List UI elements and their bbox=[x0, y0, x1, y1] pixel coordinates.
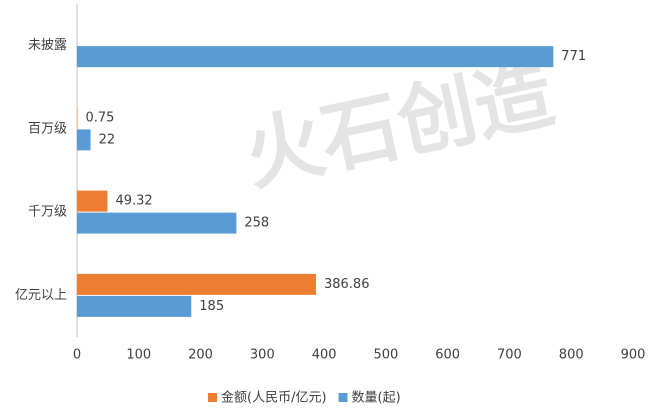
x-tick-label: 200 bbox=[188, 348, 213, 363]
x-tick-label: 0 bbox=[73, 348, 81, 363]
watermark: 火石创造 bbox=[237, 49, 561, 202]
y-tick-label: 未披露 bbox=[28, 38, 67, 53]
x-tick-label: 400 bbox=[312, 348, 337, 363]
x-tick-label: 300 bbox=[250, 348, 275, 363]
legend-swatch bbox=[338, 393, 348, 402]
bar bbox=[77, 212, 237, 234]
y-tick-label: 千万级 bbox=[28, 205, 67, 220]
x-tick-label: 800 bbox=[559, 348, 584, 363]
x-tick-label: 900 bbox=[621, 348, 646, 363]
bar bbox=[77, 190, 108, 212]
bar bbox=[77, 273, 316, 295]
bar bbox=[77, 295, 192, 317]
x-tick-label: 100 bbox=[126, 348, 151, 363]
bar bbox=[77, 46, 554, 68]
legend-label: 数量(起) bbox=[352, 391, 401, 406]
y-tick-label: 百万级 bbox=[28, 121, 67, 136]
value-label: 22 bbox=[99, 132, 116, 147]
x-tick-label: 700 bbox=[497, 348, 522, 363]
value-label: 49.32 bbox=[115, 194, 152, 209]
value-label: 185 bbox=[199, 299, 224, 314]
x-tick-label: 500 bbox=[373, 348, 398, 363]
value-label: 771 bbox=[561, 49, 586, 64]
x-tick-label: 600 bbox=[435, 348, 460, 363]
bar bbox=[77, 129, 91, 151]
value-label: 0.75 bbox=[85, 110, 114, 125]
y-tick-label: 亿元以上 bbox=[15, 288, 67, 303]
legend-swatch bbox=[208, 393, 217, 402]
value-label: 258 bbox=[244, 216, 269, 231]
value-label: 386.86 bbox=[324, 277, 370, 292]
legend-label: 金额(人民币/亿元) bbox=[221, 390, 327, 406]
